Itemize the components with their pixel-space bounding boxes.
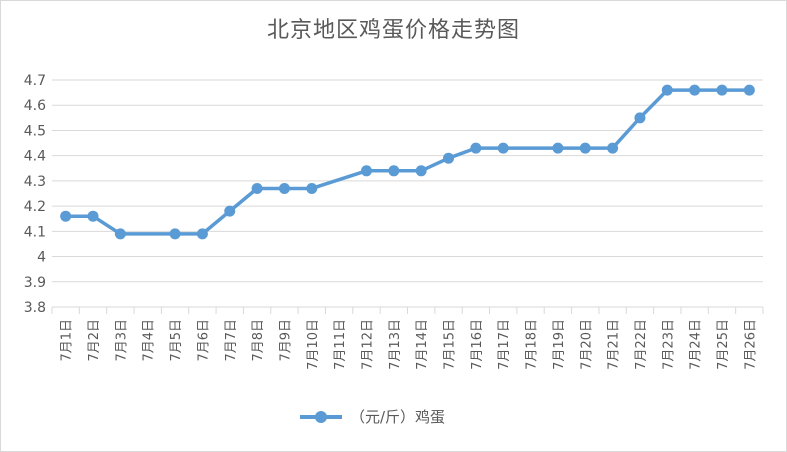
data-point [196, 228, 208, 240]
x-tick-label: 7月2日 [87, 319, 102, 362]
legend-swatch [300, 410, 342, 424]
x-tick-label: 7月21日 [607, 319, 622, 370]
x-tick-label: 7月12日 [360, 319, 375, 370]
data-point [497, 142, 509, 154]
x-tick-label: 7月18日 [525, 319, 540, 370]
x-tick-label: 7月10日 [306, 319, 321, 370]
data-point [388, 165, 400, 177]
data-point [169, 228, 181, 240]
data-point [634, 112, 646, 124]
data-point [552, 142, 564, 154]
legend-label: （元/斤）鸡蛋 [350, 408, 446, 426]
y-tick-label: 4.3 [24, 174, 46, 190]
data-point [114, 228, 126, 240]
x-tick-label: 7月26日 [743, 319, 758, 370]
x-tick-label: 7月16日 [470, 319, 485, 370]
x-tick-label: 7月4日 [142, 319, 157, 362]
data-point [251, 182, 263, 194]
x-tick-label: 7月25日 [716, 319, 731, 370]
x-tick-labels: 7月1日 7月2日 7月3日 7月4日 7月5日 7月6日 7月7日 7月8日 7月9日 7月10… [60, 319, 759, 370]
data-point [60, 210, 72, 222]
y-tick-label: 4 [37, 250, 46, 266]
grid-lines [51, 79, 764, 314]
data-point [443, 152, 455, 164]
data-point [224, 205, 236, 217]
data-point [87, 210, 99, 222]
series-line [65, 88, 750, 236]
legend: （元/斤）鸡蛋 [300, 406, 445, 427]
y-tick-label: 3.9 [24, 275, 46, 291]
y-tick-labels: 3.8 3.9 4 4.1 4.2 4.3 4.4 4.5 4.6 4.7 [24, 73, 46, 316]
data-point [661, 84, 673, 96]
y-tick-label: 4.1 [24, 224, 46, 240]
data-point [716, 84, 728, 96]
x-tick-label: 7月17日 [497, 319, 512, 370]
x-tick-label: 7月15日 [443, 319, 458, 370]
chart-title: 北京地区鸡蛋价格走势图 [266, 18, 520, 43]
x-tick-label: 7月23日 [661, 319, 676, 370]
x-tick-label: 7月24日 [689, 319, 704, 370]
x-tick-label: 7月5日 [169, 319, 184, 362]
x-tick-label: 7月13日 [388, 319, 403, 370]
data-point [579, 142, 591, 154]
data-point [743, 84, 755, 96]
x-tick-label: 7月1日 [60, 319, 75, 362]
y-tick-label: 4.4 [24, 149, 46, 165]
data-point [306, 182, 318, 194]
x-tick-label: 7月9日 [278, 319, 293, 362]
x-tick-label: 7月6日 [196, 319, 211, 362]
x-tick-label: 7月3日 [114, 319, 129, 362]
data-point [689, 84, 701, 96]
x-tick-label: 7月8日 [251, 319, 266, 362]
data-point [415, 165, 427, 177]
x-tick-label: 7月7日 [224, 319, 239, 362]
data-point [360, 165, 372, 177]
x-tick-label: 7月14日 [415, 319, 430, 370]
y-tick-label: 4.7 [24, 73, 46, 89]
data-point [607, 142, 619, 154]
x-tick-label: 7月20日 [579, 319, 594, 370]
data-point [278, 182, 290, 194]
y-tick-label: 4.6 [24, 98, 46, 114]
y-tick-label: 4.5 [24, 123, 46, 139]
y-tick-label: 4.2 [24, 199, 46, 215]
x-tick-label: 7月19日 [552, 319, 567, 370]
y-tick-label: 3.8 [24, 300, 46, 316]
x-tick-label: 7月11日 [333, 319, 348, 370]
series-layer [60, 84, 755, 240]
x-tick-label: 7月22日 [634, 319, 649, 370]
data-point [470, 142, 482, 154]
